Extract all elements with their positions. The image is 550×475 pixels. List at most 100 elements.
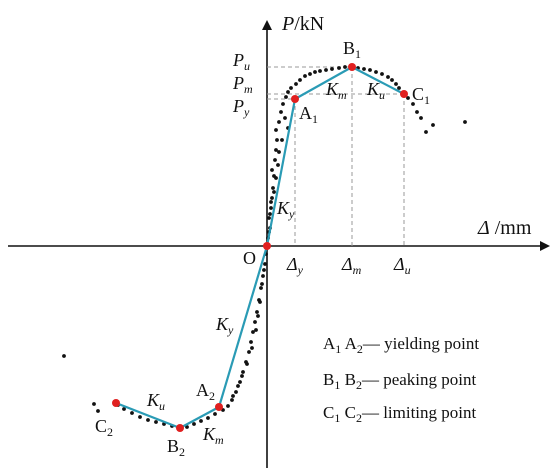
scatter-point [424, 130, 428, 134]
tick-label-delta-y: Δy [286, 254, 304, 277]
scatter-point [298, 78, 302, 82]
scatter-point [250, 346, 254, 350]
legend-item-peaking: B1 B2— peaking point [323, 370, 476, 392]
scatter-point [281, 102, 285, 106]
scatter-point [267, 216, 271, 220]
legend-item-yielding: A1 A2— yielding point [323, 334, 479, 356]
scatter-point [431, 123, 435, 127]
scatter-point [337, 66, 341, 70]
scatter-point [154, 420, 158, 424]
scatter-point [260, 282, 264, 286]
scatter-point [138, 415, 142, 419]
scatter-point [284, 95, 288, 99]
scatter-point [253, 320, 257, 324]
scatter-point [276, 163, 280, 167]
scatter-point [362, 67, 366, 71]
scatter-point [411, 102, 415, 106]
scatter-point [262, 268, 266, 272]
scatter-point [238, 380, 242, 384]
scatter-point [269, 206, 273, 210]
label-b1: B1 [343, 38, 361, 61]
label-ku-upper: Ku [366, 79, 385, 102]
y-axis-label: P/kN [281, 13, 324, 35]
scatter-point [263, 262, 267, 266]
scatter-point [368, 68, 372, 72]
scatter-point [226, 404, 230, 408]
scatter-point [279, 110, 283, 114]
scatter-point [236, 384, 240, 388]
label-c1: C1 [412, 84, 430, 107]
point-b1 [348, 63, 356, 71]
label-ku-lower: Ku [146, 390, 165, 413]
scatter-point [249, 340, 253, 344]
point-c1 [400, 90, 408, 98]
scatter-point [419, 116, 423, 120]
scatter-point [390, 78, 394, 82]
scatter-point [394, 82, 398, 86]
guide-lines [267, 66, 405, 246]
scatter-point [234, 390, 238, 394]
scatter-point [374, 70, 378, 74]
scatter-point [256, 314, 260, 318]
scatter-point [272, 190, 276, 194]
scatter-point [62, 354, 66, 358]
legend-item-limiting: C1 C2— limiting point [323, 403, 476, 425]
scatter-point [463, 120, 467, 124]
scatter-point [286, 90, 290, 94]
x-axis-label: Δ /mm [477, 217, 532, 239]
scatter-point [247, 350, 251, 354]
scatter-point [206, 416, 210, 420]
skeleton-curve [115, 65, 405, 430]
origin-label: O [243, 248, 256, 268]
scatter-point [92, 402, 96, 406]
tick-label-delta-u: Δu [393, 254, 411, 277]
scatter-point [130, 411, 134, 415]
scatter-point [274, 148, 278, 152]
scatter-point [270, 196, 274, 200]
label-km-upper: Km [325, 79, 347, 102]
point-a1 [291, 95, 299, 103]
scatter-point [230, 398, 234, 402]
scatter-point [280, 138, 284, 142]
scatter-point [96, 409, 100, 413]
scatter-point [343, 65, 347, 69]
scatter-point [241, 370, 245, 374]
scatter-point [324, 68, 328, 72]
scatter-point [146, 418, 150, 422]
scatter-point [269, 200, 273, 204]
scatter-point [259, 286, 263, 290]
scatter-point [271, 186, 275, 190]
tick-label-delta-m: Δm [341, 254, 362, 277]
scatter-point [313, 70, 317, 74]
scatter-point [277, 120, 281, 124]
tick-label-py: Py [232, 96, 250, 119]
key-points [112, 63, 408, 432]
scatter-point [274, 128, 278, 132]
scatter-point [231, 394, 235, 398]
scatter-point [185, 425, 189, 429]
label-b2: B2 [167, 436, 185, 459]
scatter-point [245, 362, 249, 366]
label-ky-lower: Ky [215, 314, 234, 337]
scatter-point [261, 274, 265, 278]
label-km-lower: Km [202, 424, 224, 447]
tick-label-pm: Pm [232, 73, 253, 96]
scatter-point [192, 422, 196, 426]
scatter-point [273, 158, 277, 162]
scatter-point [380, 72, 384, 76]
point-origin [263, 242, 271, 250]
scatter-point [308, 72, 312, 76]
label-ky-upper: Ky [276, 198, 295, 221]
point-b2 [176, 424, 184, 432]
scatter-point [255, 310, 259, 314]
label-a2: A2 [196, 380, 215, 403]
scatter-point [254, 328, 258, 332]
scatter-point [283, 116, 287, 120]
test-data-scatter [62, 65, 467, 429]
point-c2 [112, 399, 120, 407]
scatter-point [289, 86, 293, 90]
scatter-point [122, 407, 126, 411]
scatter-point [397, 86, 401, 90]
label-c2: C2 [95, 416, 113, 439]
